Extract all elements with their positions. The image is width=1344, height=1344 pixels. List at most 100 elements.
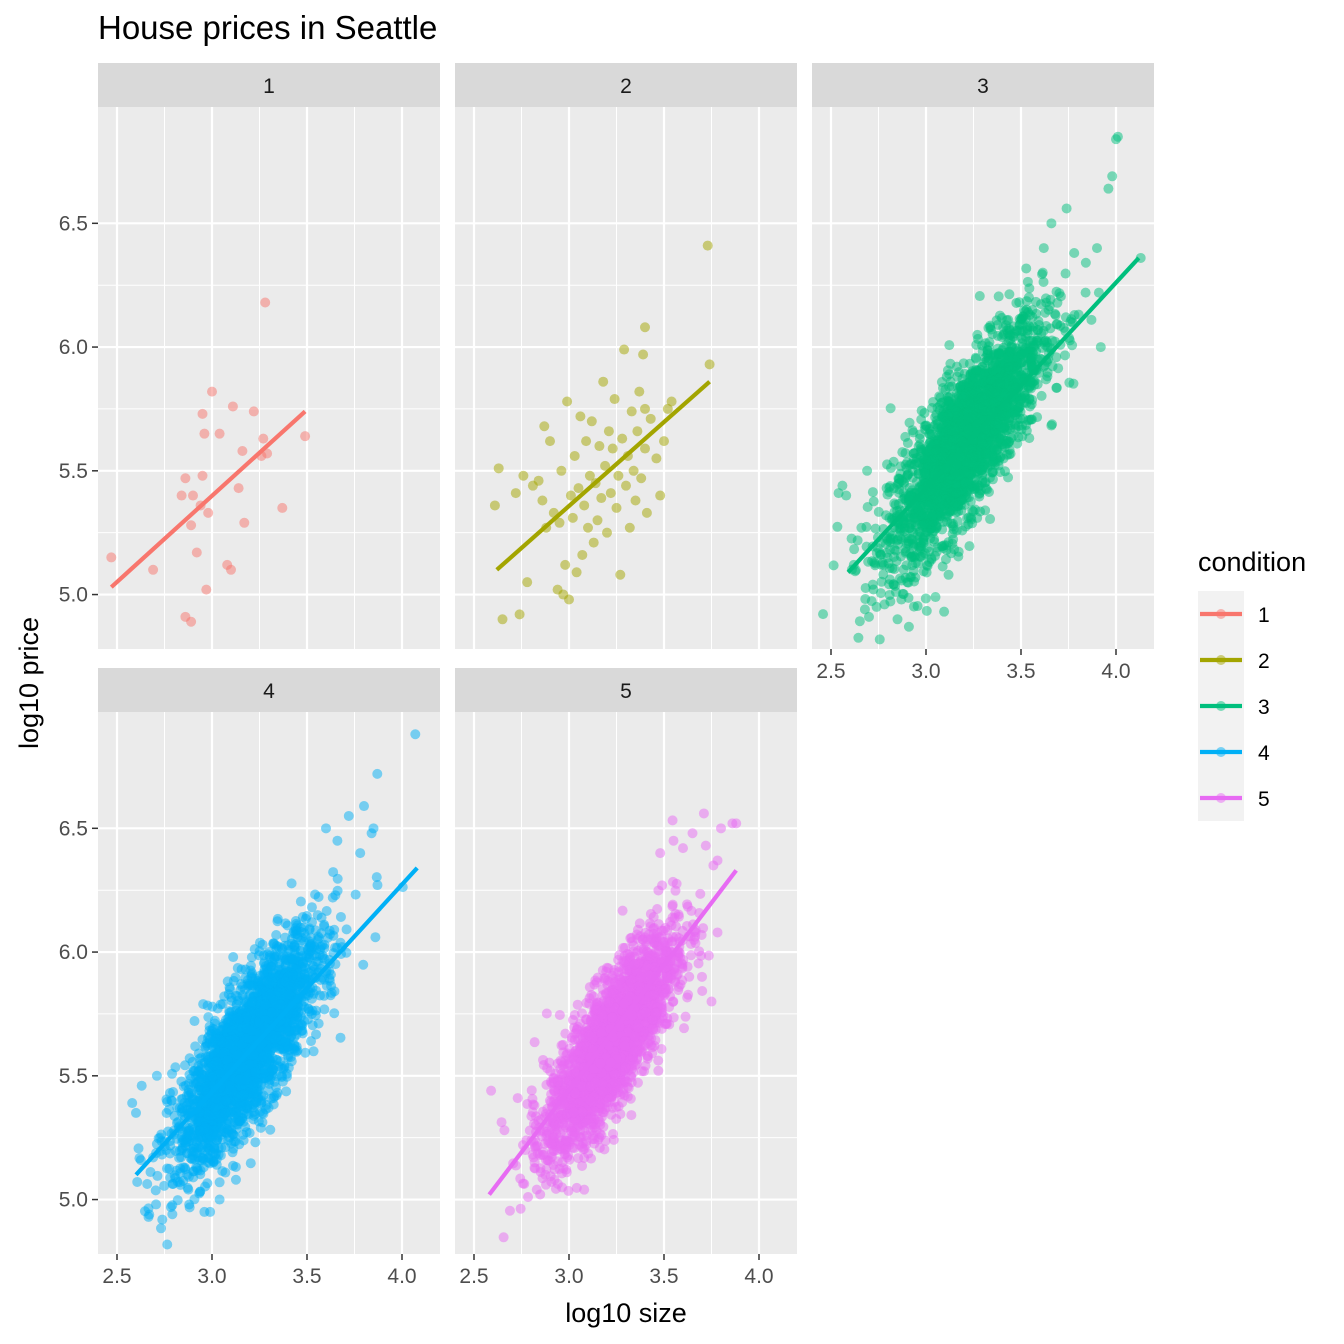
data-point	[628, 465, 639, 476]
data-point	[973, 402, 984, 413]
data-point	[892, 614, 903, 625]
data-point	[619, 344, 630, 355]
data-point	[329, 924, 340, 935]
data-point	[148, 564, 159, 575]
data-point	[565, 490, 576, 501]
data-point	[226, 564, 236, 575]
data-point	[1027, 351, 1038, 362]
data-point	[1038, 243, 1049, 254]
data-point	[902, 438, 913, 449]
data-point	[989, 428, 1000, 439]
data-point	[955, 381, 966, 392]
data-point	[157, 1214, 168, 1225]
data-point	[977, 462, 988, 473]
x-tick-label: 2.5	[816, 660, 845, 683]
data-point	[214, 1177, 225, 1188]
data-point	[228, 952, 239, 963]
data-point	[1060, 268, 1071, 279]
data-point	[150, 1185, 161, 1196]
data-point	[308, 1046, 319, 1057]
data-point	[937, 498, 948, 509]
data-point	[230, 1174, 241, 1185]
data-point	[1013, 403, 1024, 414]
data-point	[560, 559, 571, 570]
data-point	[186, 520, 197, 531]
data-point	[1047, 419, 1058, 430]
data-point	[514, 609, 525, 620]
data-point	[1004, 289, 1015, 300]
strip-background	[812, 63, 1154, 107]
data-point	[1061, 203, 1072, 214]
panel-3: 32.5 3.0 3.5 4.0	[812, 63, 1154, 683]
data-point	[986, 324, 997, 335]
chart-title: House prices in Seattle	[98, 9, 437, 46]
data-point	[849, 544, 860, 555]
data-point	[579, 500, 590, 511]
data-point	[970, 352, 981, 363]
data-point	[143, 1211, 154, 1222]
data-point	[917, 511, 928, 522]
data-point	[921, 605, 932, 616]
data-point	[964, 399, 975, 410]
data-point	[853, 632, 864, 643]
data-point	[341, 924, 352, 935]
strip-label-2: 2	[620, 75, 632, 98]
data-point	[539, 421, 550, 432]
data-point	[965, 412, 976, 423]
data-point	[651, 453, 662, 464]
data-point	[1050, 310, 1061, 321]
data-point	[276, 1072, 287, 1083]
data-point	[1015, 315, 1026, 326]
data-point	[828, 560, 839, 571]
data-point	[1053, 363, 1064, 374]
data-point	[641, 507, 652, 518]
data-point	[662, 403, 673, 414]
data-point	[1022, 276, 1033, 287]
data-point	[1041, 321, 1052, 332]
data-point	[958, 391, 969, 402]
data-point	[183, 1171, 194, 1182]
data-point	[1020, 393, 1031, 404]
data-point	[145, 1167, 156, 1178]
data-point	[250, 1137, 261, 1148]
data-point	[180, 473, 191, 484]
data-point	[868, 496, 879, 507]
data-point	[142, 1178, 153, 1189]
data-point	[922, 560, 933, 571]
data-point	[626, 406, 637, 417]
data-point	[862, 465, 873, 476]
data-point	[335, 1032, 346, 1043]
data-point	[919, 444, 930, 455]
data-point	[946, 425, 957, 436]
facet-panels: 15.05.56.06.52 32.5 3.0 3.5 4.042.5 3.0 3.5 4.0…	[59, 63, 1154, 1288]
data-point	[191, 547, 202, 558]
data-point	[188, 490, 198, 501]
data-point	[867, 579, 878, 590]
data-point	[941, 509, 952, 520]
data-point	[1035, 299, 1046, 310]
data-point	[869, 557, 880, 568]
data-point	[1068, 378, 1079, 389]
data-point	[607, 443, 618, 454]
data-point	[666, 396, 677, 407]
data-point	[489, 500, 500, 511]
data-point	[617, 433, 628, 444]
y-tick-label: 5.0	[59, 584, 88, 607]
data-point	[533, 475, 544, 486]
data-point	[640, 443, 650, 454]
data-point	[237, 446, 248, 457]
data-point	[197, 408, 208, 419]
data-point	[939, 606, 950, 617]
data-point	[932, 542, 943, 553]
data-point	[638, 349, 649, 360]
data-point	[562, 396, 573, 407]
data-point	[941, 540, 952, 551]
x-tick-label: 3.5	[1006, 660, 1035, 683]
data-point	[903, 621, 914, 632]
data-point	[863, 611, 874, 622]
data-point	[977, 438, 988, 449]
data-point	[151, 1199, 162, 1210]
data-point	[906, 458, 917, 469]
data-point	[1021, 425, 1032, 436]
